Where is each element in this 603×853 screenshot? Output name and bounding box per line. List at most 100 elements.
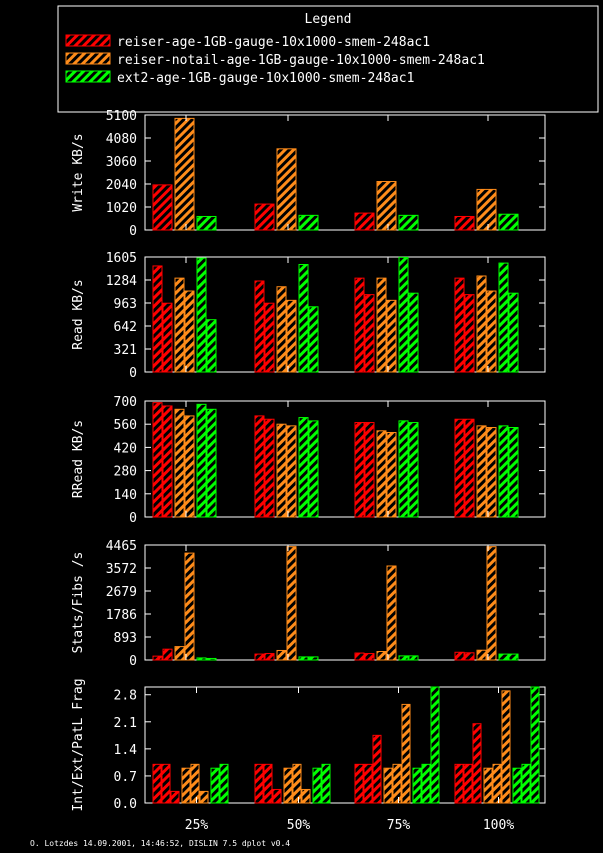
bar — [219, 763, 229, 804]
y-tick-label: 280 — [114, 465, 137, 480]
bar — [408, 655, 419, 661]
y-tick-label: 1605 — [106, 251, 137, 266]
bar — [386, 565, 397, 661]
legend-title: Legend — [305, 12, 352, 27]
bar — [464, 294, 475, 373]
y-tick-label: 893 — [114, 631, 137, 646]
bar — [398, 420, 409, 518]
bar — [162, 302, 173, 373]
y-tick-label: 2.8 — [114, 689, 137, 704]
bar — [161, 763, 171, 804]
bar — [286, 425, 297, 518]
legend-entry: ext2-age-1GB-gauge-10x1000-smem-248ac1 — [65, 70, 414, 86]
bar — [184, 415, 195, 518]
bar — [206, 657, 217, 661]
bar — [196, 657, 207, 661]
bar — [263, 763, 273, 804]
y-tick-label: 4465 — [106, 539, 137, 554]
y-tick-label: 0 — [129, 511, 137, 526]
y-tick-label: 0.0 — [114, 797, 137, 812]
bar — [152, 763, 162, 804]
bar — [312, 767, 322, 804]
y-tick-label: 2679 — [106, 585, 137, 600]
bar — [454, 215, 475, 231]
bar — [454, 763, 464, 804]
bar — [190, 763, 200, 804]
y-axis-label: Stats/Fibs /s — [71, 552, 86, 654]
bar — [254, 280, 265, 373]
chart-panel: 0 893 1786 2679 3572 4465 Stats/Fibs /s — [71, 539, 546, 669]
y-axis-label: Write KB/s — [71, 133, 86, 211]
y-tick-label: 3060 — [106, 155, 137, 170]
bar — [383, 767, 393, 804]
bar — [464, 418, 475, 518]
bar — [354, 212, 375, 231]
chart-panels: 0 1020 2040 3060 4080 5100 Write KB/s 0 321 642 96… — [71, 109, 546, 833]
legend-label: ext2-age-1GB-gauge-10x1000-smem-248ac1 — [117, 71, 414, 86]
y-tick-label: 1020 — [106, 201, 137, 216]
y-tick-label: 2.1 — [114, 716, 137, 731]
bar — [206, 408, 217, 518]
plot-frame — [144, 114, 546, 231]
y-tick-label: 4080 — [106, 132, 137, 147]
bar — [463, 763, 473, 804]
bar — [206, 319, 217, 373]
y-tick-label: 0 — [129, 366, 137, 381]
legend-swatch — [65, 70, 111, 83]
bar — [196, 215, 217, 231]
bar — [376, 430, 387, 518]
bar — [498, 425, 509, 518]
bar — [492, 763, 502, 804]
bar — [174, 117, 195, 231]
chart-panel: 0 140 280 420 560 700 RRead KB/s — [71, 395, 546, 526]
plot-frame — [144, 400, 546, 518]
bar — [152, 265, 163, 373]
chart-panel: 0 1020 2040 3060 4080 5100 Write KB/s — [71, 109, 546, 239]
legend-swatch — [65, 52, 111, 65]
bar — [408, 292, 419, 373]
bar — [364, 653, 375, 661]
bar — [170, 790, 180, 804]
bar — [196, 403, 207, 518]
y-tick-label: 963 — [114, 297, 137, 312]
bar — [486, 290, 497, 373]
bar — [308, 420, 319, 518]
bar — [508, 427, 519, 518]
bar — [454, 418, 465, 518]
bar — [184, 552, 195, 661]
legend-entry: reiser-age-1GB-gauge-10x1000-smem-248ac1 — [65, 34, 430, 50]
bar — [254, 203, 275, 231]
y-tick-label: 642 — [114, 320, 137, 335]
bar — [254, 653, 265, 661]
bar — [283, 767, 293, 804]
x-tick-label: 25% — [185, 818, 209, 833]
bar — [184, 290, 195, 373]
bar — [398, 256, 409, 373]
bar — [210, 767, 220, 804]
plot-frame — [144, 686, 546, 804]
y-tick-label: 1.4 — [114, 743, 138, 758]
x-tick-label: 100% — [483, 818, 514, 833]
bar — [498, 213, 519, 231]
legend: Legend reiser-age-1GB-gauge-10x1000-smem… — [57, 5, 599, 113]
bar — [512, 767, 522, 804]
bar — [530, 686, 540, 804]
bar — [472, 723, 482, 804]
bar — [174, 646, 185, 661]
chart-panel: 0 321 642 963 1284 1605 Read KB/s — [71, 251, 546, 381]
bar — [521, 763, 531, 804]
bar — [354, 652, 365, 661]
bar — [152, 184, 173, 231]
bar — [298, 656, 309, 661]
y-tick-label: 560 — [114, 418, 137, 433]
bar — [264, 302, 275, 373]
bar — [501, 690, 511, 804]
y-tick-label: 420 — [114, 441, 137, 456]
y-tick-label: 3572 — [106, 562, 137, 577]
bar — [276, 148, 297, 231]
legend-label: reiser-age-1GB-gauge-10x1000-smem-248ac1 — [117, 35, 430, 50]
bar — [386, 299, 397, 373]
bar — [421, 763, 431, 804]
bar — [498, 653, 509, 661]
